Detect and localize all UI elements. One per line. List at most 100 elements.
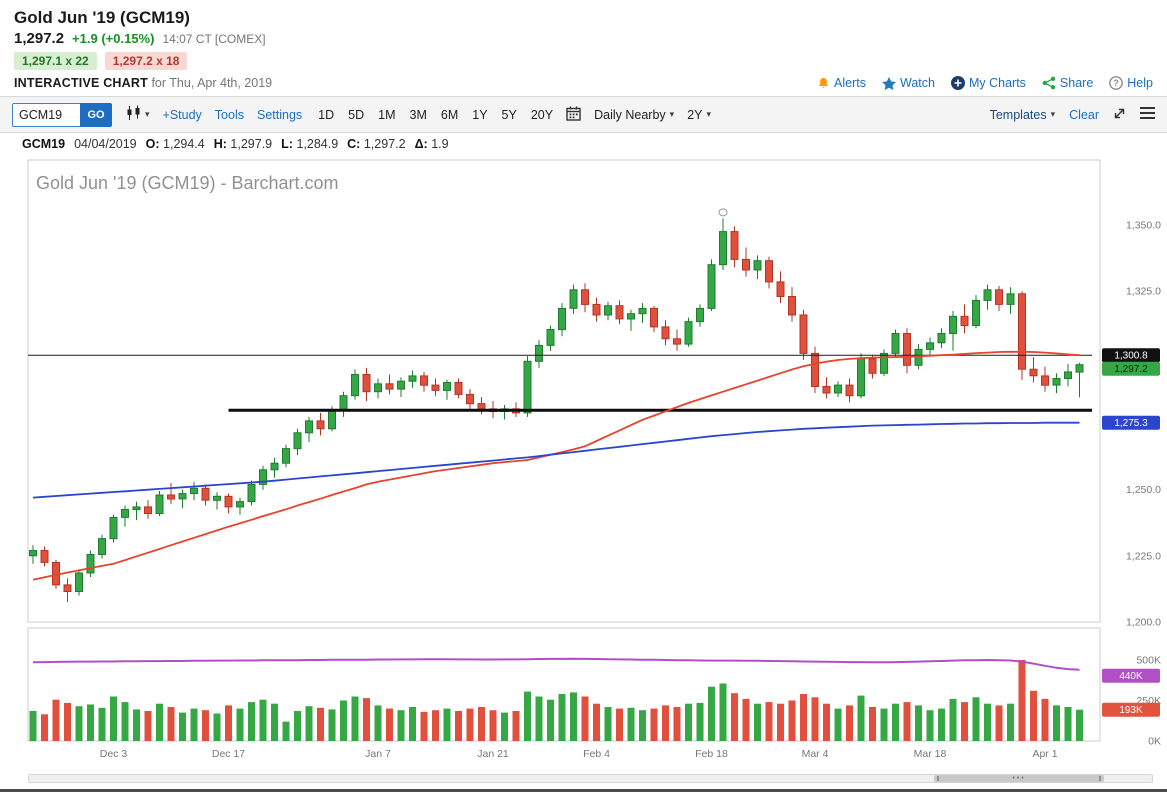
watch-link[interactable]: Watch (882, 76, 935, 90)
high-value: 1,297.9 (230, 137, 273, 151)
bid-ask-row: 1,297.1 x 22 1,297.2 x 18 (14, 52, 1153, 70)
volume-bars (29, 660, 1083, 741)
page-title: Gold Jun '19 (GCM19) (14, 8, 190, 27)
tools-link[interactable]: Tools (214, 107, 244, 122)
chart-toolbar: GO ▾ +Study Tools Settings 1D 5D 1M 3M 6… (0, 96, 1167, 133)
scrollbar-track[interactable]: ••• (28, 774, 1153, 783)
templates-label: Templates (989, 107, 1047, 122)
price-axis-labels: 1,350.01,325.01,250.01,225.01,200.0500K2… (1126, 219, 1161, 747)
star-icon (882, 76, 896, 90)
alerts-link[interactable]: Alerts (817, 76, 866, 90)
help-label: Help (1127, 76, 1153, 90)
svg-text:Gold Jun '19 (GCM19) - Barchar: Gold Jun '19 (GCM19) - Barchart.com (36, 173, 339, 193)
chart-frame (27, 159, 1101, 742)
axis-badges: 1,300.8 1,297.2 1,275.3 440K 193K (1102, 348, 1160, 717)
help-link[interactable]: ? Help (1109, 76, 1153, 90)
period-buttons: 1D 5D 1M 3M 6M 1Y 5Y 20Y (318, 108, 553, 122)
ohlc-symbol: GCM19 (22, 137, 66, 151)
svg-text:1,350.0: 1,350.0 (1126, 219, 1161, 231)
frequency-dropdown[interactable]: Daily Nearby ▾ (594, 108, 674, 122)
chart-watermark: Gold Jun '19 (GCM19) - Barchart.com (36, 173, 339, 193)
svg-text:1,300.8: 1,300.8 (1114, 351, 1148, 362)
go-button[interactable]: GO (80, 102, 112, 127)
settings-link[interactable]: Settings (256, 107, 303, 122)
hamburger-icon (1140, 107, 1155, 122)
plus-circle-icon (950, 76, 965, 90)
svg-text:193K: 193K (1119, 705, 1143, 716)
period-5d[interactable]: 5D (348, 107, 365, 122)
svg-text:440K: 440K (1119, 671, 1143, 682)
period-20y[interactable]: 20Y (530, 107, 554, 122)
price-change: +1.9 (+0.15%) (72, 31, 155, 46)
svg-text:0K: 0K (1148, 736, 1161, 748)
svg-text:?: ? (1114, 78, 1120, 88)
svg-text:Dec 3: Dec 3 (100, 748, 128, 760)
calendar-icon (566, 106, 581, 124)
clear-link[interactable]: Clear (1069, 107, 1099, 122)
last-price: 1,297.2 (14, 30, 65, 47)
bid-value: 1,297.1 x 22 (14, 52, 97, 70)
low-label: L: (281, 137, 293, 151)
close-label: C: (347, 137, 361, 151)
svg-text:Apr 1: Apr 1 (1032, 748, 1057, 760)
high-label: H: (213, 137, 227, 151)
watch-label: Watch (900, 76, 935, 90)
my-charts-link[interactable]: My Charts (950, 76, 1026, 90)
chevron-down-icon: ▾ (145, 109, 150, 119)
thumb-grip-left (937, 776, 939, 781)
annotation-lines (28, 354, 1092, 412)
bell-icon (817, 77, 830, 90)
add-study-link[interactable]: +Study (162, 107, 202, 122)
chart-area: Gold Jun '19 (GCM19) - Barchart.com 1,350… (0, 156, 1167, 771)
share-icon (1042, 76, 1056, 90)
ask-value: 1,297.2 x 18 (104, 52, 188, 70)
open-label: O: (145, 137, 160, 151)
period-6m[interactable]: 6M (440, 107, 459, 122)
price-chart[interactable]: Gold Jun '19 (GCM19) - Barchart.com 1,350… (0, 156, 1167, 766)
svg-text:Jan 21: Jan 21 (477, 748, 509, 760)
period-5y[interactable]: 5Y (501, 107, 517, 122)
period-1y[interactable]: 1Y (472, 107, 488, 122)
ohlc-quote-bar: GCM19 04/04/2019 O: 1,294.4 H: 1,297.9 L… (0, 133, 1167, 156)
range-value: 2Y (687, 107, 703, 122)
thumb-grip-dots: ••• (1012, 775, 1026, 782)
ma-slow-line (32, 421, 1080, 499)
svg-text:Dec 17: Dec 17 (212, 748, 245, 760)
open-interest-line (32, 657, 1080, 671)
peak-marker (718, 208, 728, 217)
svg-text:500K: 500K (1136, 655, 1161, 667)
chart-type-button[interactable]: ▾ (125, 105, 150, 124)
scrollbar-thumb[interactable]: ••• (934, 775, 1104, 782)
templates-dropdown[interactable]: Templates ▾ (990, 108, 1056, 122)
low-value: 1,284.9 (296, 137, 339, 151)
svg-text:Jan 7: Jan 7 (365, 748, 391, 760)
svg-text:1,200.0: 1,200.0 (1126, 617, 1161, 629)
symbol-input[interactable] (12, 102, 80, 127)
menu-button[interactable] (1140, 107, 1155, 122)
chart-date-label: for Thu, Apr 4th, 2019 (151, 76, 273, 90)
quote-header: Gold Jun '19 (GCM19) 1,297.2 +1.9 (+0.15… (0, 0, 1167, 90)
svg-text:Mar 4: Mar 4 (802, 748, 829, 760)
svg-text:1,297.2: 1,297.2 (1114, 364, 1148, 375)
period-1d[interactable]: 1D (318, 107, 335, 122)
period-3m[interactable]: 3M (409, 107, 427, 122)
open-value: 1,294.4 (163, 137, 205, 151)
share-link[interactable]: Share (1042, 76, 1093, 90)
chevron-down-icon: ▾ (706, 109, 712, 119)
interactive-chart-caption: INTERACTIVE CHART for Thu, Apr 4th, 2019 (14, 76, 272, 90)
chevron-down-icon: ▾ (1050, 109, 1056, 119)
calendar-button[interactable] (566, 106, 581, 124)
svg-text:1,275.3: 1,275.3 (1114, 418, 1148, 429)
range-dropdown[interactable]: 2Y ▾ (687, 108, 711, 122)
header-links: Alerts Watch My Charts Share (817, 76, 1153, 90)
expand-button[interactable] (1113, 107, 1126, 123)
chevron-down-icon: ▾ (669, 109, 675, 119)
delta-value: 1.9 (431, 137, 449, 151)
expand-icon (1113, 107, 1126, 123)
period-1m[interactable]: 1M (378, 107, 396, 122)
delta-label: Δ: (414, 137, 428, 151)
svg-text:Mar 18: Mar 18 (914, 748, 947, 760)
question-circle-icon: ? (1109, 76, 1124, 90)
share-label: Share (1059, 76, 1094, 90)
price-row: 1,297.2 +1.9 (+0.15%) 14:07 CT [COMEX] (14, 30, 1153, 47)
